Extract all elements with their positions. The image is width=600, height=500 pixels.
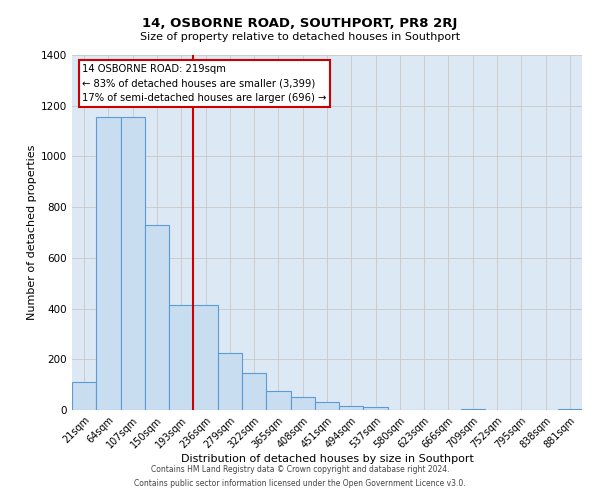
Bar	[121, 117, 145, 410]
Bar	[145, 225, 169, 410]
Bar	[461, 408, 485, 410]
Text: Contains HM Land Registry data © Crown copyright and database right 2024.
Contai: Contains HM Land Registry data © Crown c…	[134, 466, 466, 487]
Bar	[242, 373, 266, 410]
Bar	[193, 305, 218, 410]
Text: 14 OSBORNE ROAD: 219sqm
← 83% of detached houses are smaller (3,399)
17% of semi: 14 OSBORNE ROAD: 219sqm ← 83% of detache…	[82, 64, 326, 104]
Bar	[96, 117, 121, 410]
Y-axis label: Number of detached properties: Number of detached properties	[27, 145, 37, 320]
Bar	[72, 382, 96, 410]
Bar	[315, 402, 339, 410]
Bar	[339, 406, 364, 410]
X-axis label: Distribution of detached houses by size in Southport: Distribution of detached houses by size …	[181, 454, 473, 464]
Bar	[290, 398, 315, 410]
Bar	[266, 391, 290, 410]
Bar	[218, 353, 242, 410]
Text: Size of property relative to detached houses in Southport: Size of property relative to detached ho…	[140, 32, 460, 42]
Bar	[364, 408, 388, 410]
Bar	[169, 305, 193, 410]
Text: 14, OSBORNE ROAD, SOUTHPORT, PR8 2RJ: 14, OSBORNE ROAD, SOUTHPORT, PR8 2RJ	[142, 18, 458, 30]
